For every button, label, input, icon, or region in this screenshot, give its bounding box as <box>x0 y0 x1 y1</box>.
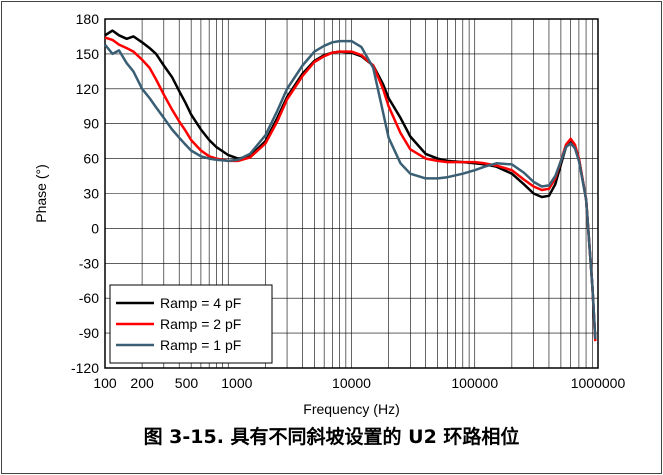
y-tick-label: -30 <box>79 255 99 271</box>
y-tick-label: 30 <box>83 186 99 202</box>
y-tick-label: 0 <box>91 220 99 236</box>
y-tick-label: -90 <box>79 325 99 341</box>
legend-label-ramp-1pf: Ramp = 1 pF <box>160 337 241 353</box>
legend-label-ramp-2pf: Ramp = 2 pF <box>160 316 241 332</box>
y-tick-label: 60 <box>83 151 99 167</box>
x-tick-label: 200 <box>130 375 154 391</box>
figure-caption: 图 3-15. 具有不同斜坡设置的 U2 环路相位 <box>0 422 663 449</box>
x-tick-label: 100 <box>93 375 117 391</box>
x-axis-label: Frequency (Hz) <box>303 401 399 417</box>
y-tick-label: 150 <box>76 46 100 62</box>
y-tick-label: 120 <box>76 81 100 97</box>
x-tick-label: 1000000 <box>571 375 626 391</box>
x-tick-label: 10000 <box>332 375 371 391</box>
y-tick-label: 180 <box>76 11 100 27</box>
x-tick-label: 500 <box>175 375 199 391</box>
y-tick-label: -60 <box>79 290 99 306</box>
x-tick-label: 1000 <box>221 375 252 391</box>
y-axis-label: Phase (°) <box>33 164 49 223</box>
y-tick-label: 90 <box>83 116 99 132</box>
x-tick-label: 100000 <box>451 375 498 391</box>
y-tick-label: -120 <box>71 360 99 376</box>
legend: Ramp = 4 pF Ramp = 2 pF Ramp = 1 pF <box>110 285 272 363</box>
legend-label-ramp-4pf: Ramp = 4 pF <box>160 295 241 311</box>
